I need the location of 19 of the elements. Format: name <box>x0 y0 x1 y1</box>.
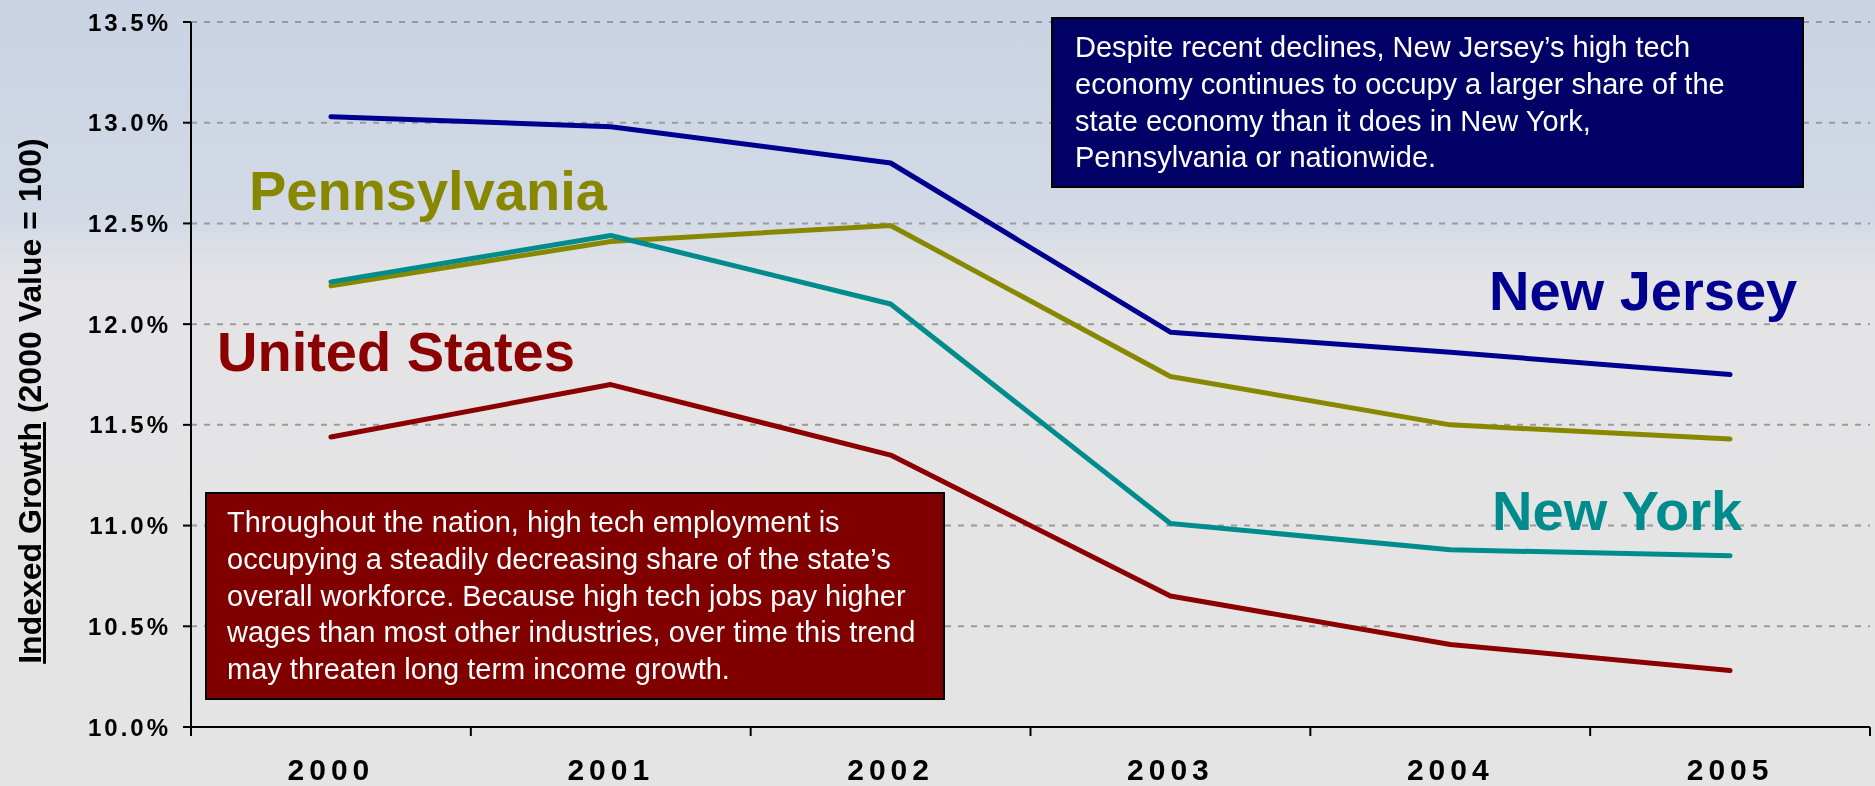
series-label: New York <box>1492 478 1743 542</box>
y-tick-label: 11.5% <box>89 411 171 439</box>
series-label: Pennsylvania <box>248 158 608 222</box>
x-tick-label: 2001 <box>567 752 655 786</box>
y-tick-label: 12.5% <box>87 209 171 237</box>
x-tick-label: 2005 <box>1686 752 1774 786</box>
y-tick-label: 12.0% <box>87 310 171 338</box>
y-tick-label: 11.0% <box>89 512 171 540</box>
x-tick-label: 2003 <box>1127 752 1214 786</box>
series-label: United States <box>216 319 575 383</box>
x-tick-label: 2000 <box>287 752 375 786</box>
series-label: New Jersey <box>1488 258 1798 322</box>
y-axis-title: Indexed Growth (2000 Value = 100) <box>12 138 48 664</box>
y-tick-label: 13.0% <box>87 109 171 137</box>
y-tick-label: 13.5% <box>87 8 171 36</box>
y-tick-label: 10.0% <box>87 713 171 741</box>
x-tick-label: 2004 <box>1406 752 1494 786</box>
x-tick-label: 2002 <box>847 752 934 786</box>
y-tick-label: 10.5% <box>87 612 171 640</box>
